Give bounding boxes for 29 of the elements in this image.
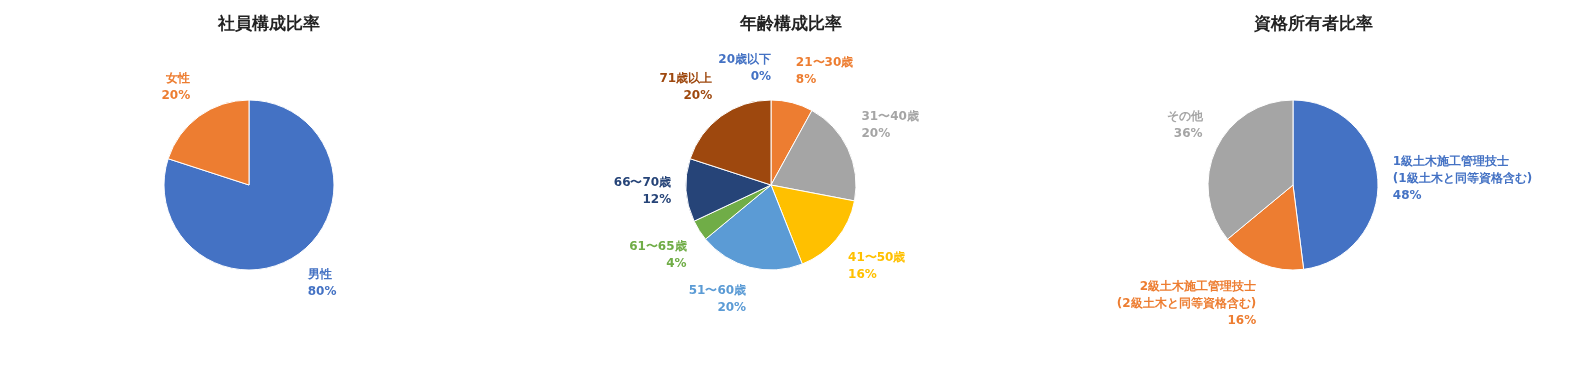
data-label: 8% [795, 72, 817, 87]
data-label: 20% [161, 88, 191, 102]
slice-label: 21〜30歳 [795, 55, 854, 70]
chart-title: 年齢構成比率 [739, 12, 843, 35]
data-label: 20% [861, 126, 891, 141]
slice-label: 71歳以上 [659, 71, 713, 85]
data-label: 4% [666, 256, 687, 271]
slice-label: 男性 [306, 266, 332, 281]
data-label: 20% [683, 88, 713, 102]
slice-label: 女性 [165, 71, 191, 85]
slice-label: 41〜50歳 [848, 249, 906, 264]
slice-label: 31〜40歳 [861, 109, 919, 124]
data-label: 16% [1227, 312, 1257, 327]
data-label: 80% [307, 283, 337, 298]
slice-label: その他 [1166, 109, 1204, 124]
slice-label: 61〜65歳 [629, 239, 687, 254]
slice-label: 51〜60歳 [688, 282, 747, 297]
chart-title: 社員構成比率 [217, 12, 321, 35]
data-label: 20% [717, 299, 747, 314]
slice-label: 2級土木施工管理技士 (2級土木と同等資格含む) [1116, 278, 1257, 310]
chart-title: 資格所有者比率 [1252, 12, 1374, 35]
data-label: 16% [848, 266, 877, 281]
text: 0% [750, 68, 771, 83]
data-label: 12% [642, 192, 672, 207]
data-label: 48% [1392, 188, 1422, 203]
category-label: 20歳以下 [718, 51, 771, 66]
slice-label: 1級土木施工管理技士 (1級土木と同等資格含む) [1392, 154, 1533, 186]
slice-label: 66〜70歳 [613, 175, 672, 190]
data-label: 36% [1173, 126, 1203, 141]
